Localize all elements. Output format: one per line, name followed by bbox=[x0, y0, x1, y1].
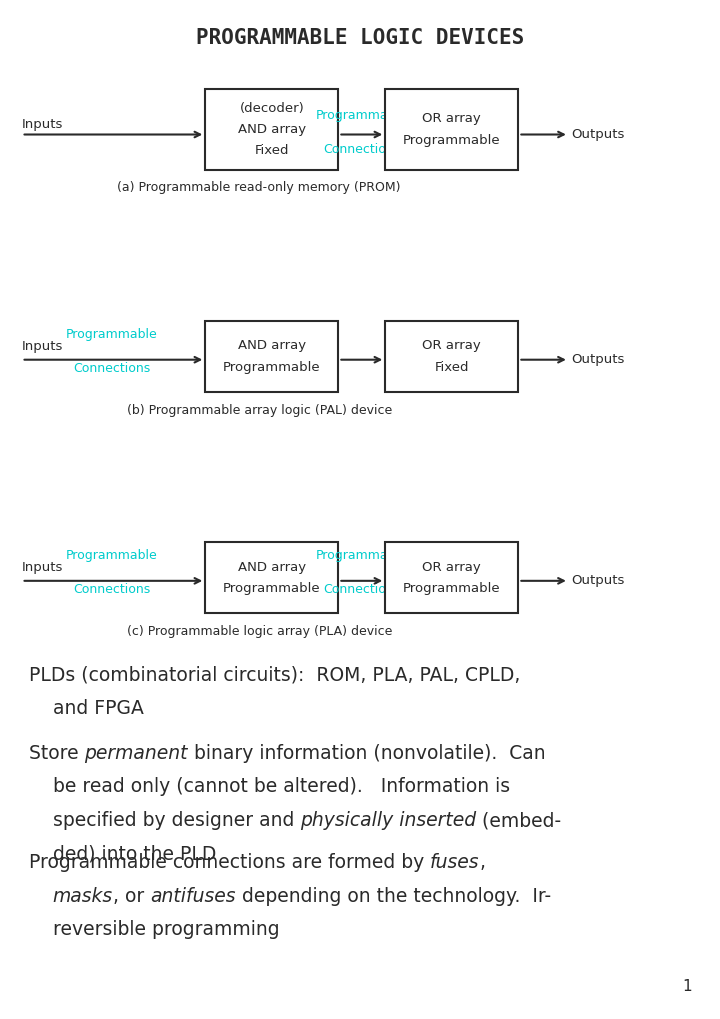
Text: binary information (nonvolatile).  Can: binary information (nonvolatile). Can bbox=[188, 744, 546, 763]
Bar bbox=[205, 321, 338, 392]
Text: OR array: OR array bbox=[423, 560, 481, 574]
Text: Connections: Connections bbox=[73, 583, 150, 596]
Text: Store: Store bbox=[29, 744, 84, 763]
Text: (a) Programmable read-only memory (PROM): (a) Programmable read-only memory (PROM) bbox=[117, 181, 401, 195]
Text: (c) Programmable logic array (PLA) device: (c) Programmable logic array (PLA) devic… bbox=[127, 625, 392, 638]
Text: depending on the technology.  Ir-: depending on the technology. Ir- bbox=[235, 887, 551, 906]
Text: PROGRAMMABLE LOGIC DEVICES: PROGRAMMABLE LOGIC DEVICES bbox=[196, 28, 524, 48]
Text: Connections: Connections bbox=[73, 362, 150, 375]
Text: OR array: OR array bbox=[423, 339, 481, 353]
Text: (b) Programmable array logic (PAL) device: (b) Programmable array logic (PAL) devic… bbox=[127, 404, 392, 417]
Text: Inputs: Inputs bbox=[22, 118, 63, 130]
Text: Outputs: Outputs bbox=[571, 575, 624, 587]
Text: AND array: AND array bbox=[238, 560, 306, 574]
Text: Outputs: Outputs bbox=[571, 354, 624, 366]
Text: fuses: fuses bbox=[430, 853, 480, 872]
Text: reversible programming: reversible programming bbox=[29, 920, 279, 940]
Text: physically inserted: physically inserted bbox=[300, 811, 477, 830]
Text: and FPGA: and FPGA bbox=[29, 699, 144, 718]
Text: Fixed: Fixed bbox=[255, 145, 289, 157]
Bar bbox=[385, 89, 518, 170]
Text: Programmable: Programmable bbox=[223, 361, 320, 374]
Bar bbox=[205, 89, 338, 170]
Text: , or: , or bbox=[113, 887, 150, 906]
Text: Connections: Connections bbox=[323, 143, 400, 156]
Bar bbox=[385, 542, 518, 613]
Text: permanent: permanent bbox=[84, 744, 188, 763]
Text: Connections: Connections bbox=[323, 583, 400, 596]
Text: Programmable: Programmable bbox=[403, 133, 500, 147]
Bar bbox=[385, 321, 518, 392]
Text: be read only (cannot be altered).   Information is: be read only (cannot be altered). Inform… bbox=[29, 777, 510, 797]
Text: specified by designer and: specified by designer and bbox=[29, 811, 300, 830]
Text: Programmable: Programmable bbox=[223, 582, 320, 595]
Text: Programmable connections are formed by: Programmable connections are formed by bbox=[29, 853, 430, 872]
Text: Programmable: Programmable bbox=[315, 109, 408, 122]
Text: masks: masks bbox=[53, 887, 113, 906]
Text: PLDs (combinatorial circuits):  ROM, PLA, PAL, CPLD,: PLDs (combinatorial circuits): ROM, PLA,… bbox=[29, 665, 520, 685]
Text: Outputs: Outputs bbox=[571, 128, 624, 141]
Text: Programmable: Programmable bbox=[315, 549, 408, 562]
Text: OR array: OR array bbox=[423, 112, 481, 125]
Text: 1: 1 bbox=[683, 978, 693, 994]
Text: Programmable: Programmable bbox=[403, 582, 500, 595]
Bar bbox=[205, 542, 338, 613]
Text: ded) into the PLD: ded) into the PLD bbox=[29, 845, 216, 864]
Text: Fixed: Fixed bbox=[435, 361, 469, 374]
Text: AND array: AND array bbox=[238, 123, 306, 136]
Text: Inputs: Inputs bbox=[22, 340, 63, 353]
Text: (embed-: (embed- bbox=[477, 811, 562, 830]
Text: Programmable: Programmable bbox=[66, 549, 158, 562]
Text: Inputs: Inputs bbox=[22, 561, 63, 574]
Text: (decoder): (decoder) bbox=[240, 102, 304, 114]
Text: ,: , bbox=[480, 853, 485, 872]
Text: antifuses: antifuses bbox=[150, 887, 235, 906]
Text: Programmable: Programmable bbox=[66, 328, 158, 341]
Text: AND array: AND array bbox=[238, 339, 306, 353]
